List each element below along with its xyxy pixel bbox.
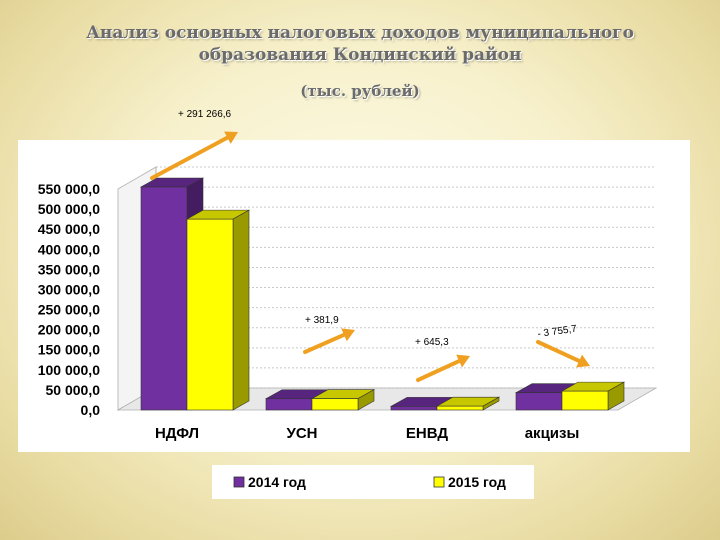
x-tick-label: ЕНВД: [406, 425, 448, 442]
bar: [265, 398, 313, 411]
annotation-arrow: [416, 359, 462, 382]
x-tick-label: УСН: [287, 425, 318, 442]
y-tick-label: 250 000,0: [38, 302, 100, 318]
bar: [561, 390, 609, 411]
y-tick-label: 400 000,0: [38, 241, 100, 257]
legend-label: 2015 год: [448, 474, 506, 490]
bar-side: [232, 209, 250, 411]
x-tick-label: акцизы: [525, 425, 580, 442]
annotation-arrow: [536, 340, 582, 363]
annotation-label: + 381,9: [305, 315, 339, 326]
y-tick-label: 150 000,0: [38, 342, 100, 358]
legend-background: [212, 465, 534, 499]
annotation-label: + 291 266,6: [178, 109, 232, 120]
bar: [390, 406, 438, 411]
annotation-arrow: [303, 332, 347, 354]
bar: [515, 392, 563, 411]
bar: [186, 218, 234, 411]
y-tick-label: 550 000,0: [38, 181, 100, 197]
y-tick-label: 50 000,0: [46, 382, 101, 398]
bar: [140, 186, 188, 411]
annotation-label: - 3 755,7: [537, 324, 578, 340]
bar: [311, 398, 359, 411]
y-tick-label: 0,0: [81, 402, 101, 418]
annotation-arrowhead: [224, 131, 238, 144]
y-tick-label: 200 000,0: [38, 322, 100, 338]
annotation-label: + 645,3: [415, 337, 449, 348]
legend-swatch: [433, 476, 445, 488]
annotation-arrowhead: [576, 354, 590, 368]
chart-subtitle: (тыс. рублей): [300, 82, 420, 100]
legend-label: 2014 год: [248, 474, 306, 490]
annotation-arrow: [150, 135, 230, 180]
y-tick-label: 350 000,0: [38, 261, 100, 277]
annotation-arrowhead: [341, 328, 355, 342]
y-tick-label: 500 000,0: [38, 201, 100, 217]
y-tick-label: 300 000,0: [38, 281, 100, 297]
bar: [436, 405, 484, 411]
y-tick-label: 450 000,0: [38, 221, 100, 237]
x-tick-label: НДФЛ: [155, 425, 199, 442]
annotation-arrowhead: [456, 354, 470, 368]
chart-title-line-2: образования Кондинский район: [198, 45, 522, 65]
y-tick-label: 100 000,0: [38, 362, 100, 378]
legend-swatch: [233, 476, 245, 488]
chart-title: Анализ основных налоговых доходов муници…: [0, 22, 720, 66]
chart-title-line-1: Анализ основных налоговых доходов муници…: [86, 23, 634, 43]
